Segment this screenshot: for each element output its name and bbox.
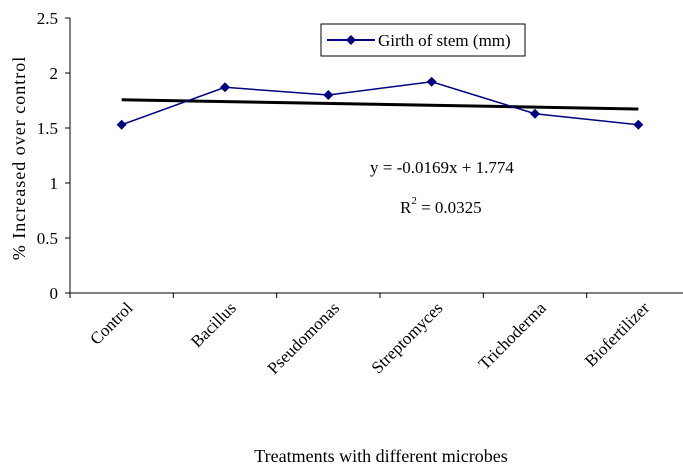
r-squared-value: = 0.0325 [417, 198, 482, 217]
y-tick-label: 1 [50, 174, 59, 193]
x-axis-title: Treatments with different microbes [254, 446, 507, 466]
y-axis-title: % Increased over control [9, 56, 29, 260]
x-tick-label: Streptomyces [368, 298, 447, 377]
data-point-marker [220, 82, 230, 93]
r-squared-prefix: R [400, 198, 412, 217]
y-tick-label: 1.5 [37, 119, 58, 138]
y-tick-label: 0 [50, 284, 59, 303]
data-point-marker [633, 119, 644, 130]
axes [69, 18, 683, 294]
r-squared-superscript: 2 [411, 195, 417, 207]
x-axis-ticks: Control Bacillus Pseudomonas Streptomyces Tr… [69, 293, 653, 378]
trendline-equation: y = -0.0169x + 1.774 [370, 158, 514, 177]
x-tick-label: Pseudomonas [264, 298, 344, 378]
legend-label: Girth of stem (mm) [378, 31, 511, 50]
x-tick-label: Control [86, 298, 136, 348]
data-point-marker [530, 108, 540, 119]
data-point-marker [323, 90, 334, 100]
legend: Girth of stem (mm) [320, 23, 526, 57]
x-tick-label: Biofertilizer [581, 298, 653, 370]
series-group [116, 76, 644, 130]
data-point-marker [116, 119, 127, 130]
series-line [121, 81, 639, 126]
x-tick-label: Bacillus [187, 298, 240, 351]
r-squared-label: R2 = 0.0325 [400, 195, 482, 217]
y-tick-label: 2.5 [37, 9, 58, 28]
trendline-group [121, 98, 639, 111]
data-point-marker [426, 76, 437, 87]
trendline [121, 98, 639, 111]
y-tick-label: 0.5 [37, 229, 58, 248]
x-tick-label: Trichoderma [475, 298, 550, 373]
y-tick-label: 2 [50, 64, 59, 83]
legend-marker [346, 35, 356, 45]
y-axis-ticks: 0 0.5 1 1.5 2 2.5 [37, 9, 70, 303]
